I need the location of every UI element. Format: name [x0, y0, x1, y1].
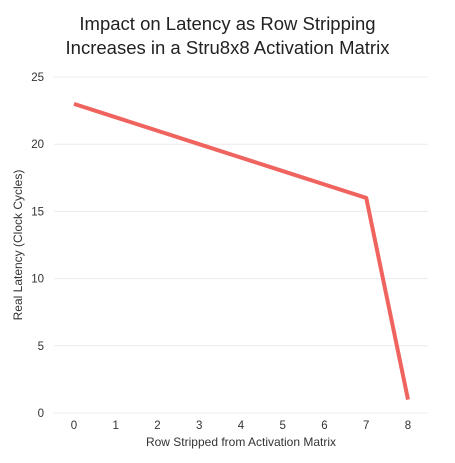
x-tick-label: 5 — [280, 420, 286, 432]
x-tick-label: 7 — [363, 420, 369, 432]
y-tick-label: 25 — [31, 72, 44, 84]
x-tick-label: 0 — [71, 420, 77, 432]
series-line — [73, 101, 410, 400]
x-tick-label: 8 — [405, 420, 411, 432]
y-tick-label: 5 — [38, 341, 44, 353]
y-tick-label: 0 — [38, 408, 44, 420]
x-tick-label: 6 — [321, 420, 327, 432]
y-tick-label: 15 — [31, 206, 44, 218]
y-axis-label: Real Latency (Clock Cycles) — [11, 170, 25, 321]
x-axis-ticks: 0 1 2 3 4 5 6 7 8 — [71, 420, 411, 432]
x-tick-label: 3 — [196, 420, 202, 432]
x-tick-label: 2 — [154, 420, 160, 432]
grid-layer — [54, 76, 428, 414]
x-axis-label: Row Stripped from Activation Matrix — [146, 435, 336, 449]
y-axis-ticks: 0 5 10 15 20 25 — [31, 72, 44, 420]
x-tick-label: 1 — [113, 420, 119, 432]
chart-title: Impact on Latency as Row Stripping Incre… — [65, 13, 390, 58]
series-layer — [73, 101, 410, 400]
x-tick-label: 4 — [238, 420, 245, 432]
y-tick-label: 20 — [31, 139, 44, 151]
y-tick-label: 10 — [31, 274, 44, 286]
